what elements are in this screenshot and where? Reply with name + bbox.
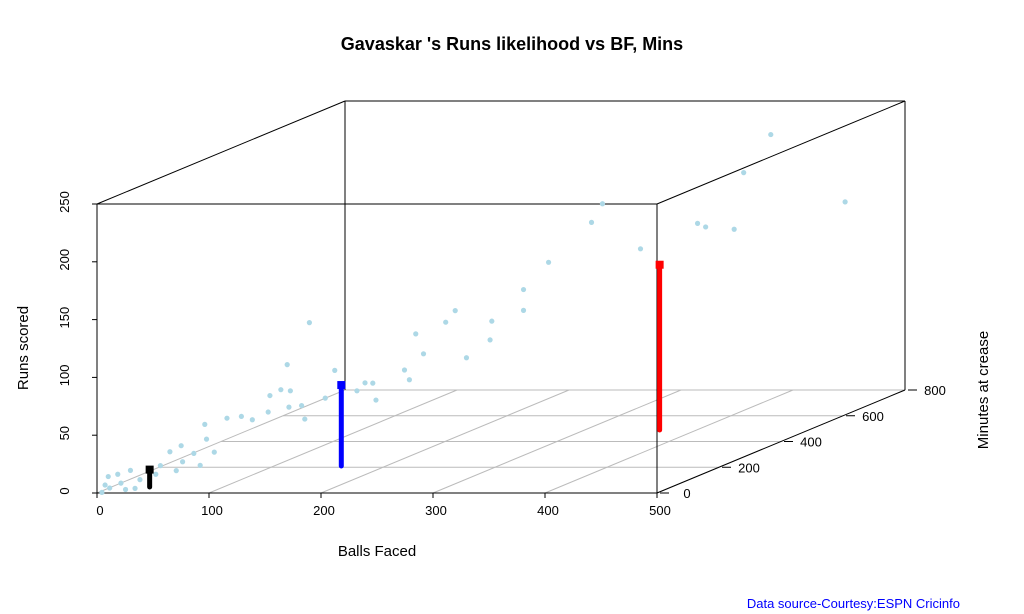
y-tick-label: 0 <box>57 487 72 494</box>
point <box>118 480 124 486</box>
x-axis-label: Balls Faced <box>338 543 416 560</box>
point <box>842 199 848 205</box>
box-edge <box>656 389 906 494</box>
stem-marker <box>655 260 664 269</box>
point <box>401 367 408 373</box>
y-tick-label: 100 <box>57 365 72 387</box>
point <box>115 471 121 477</box>
point <box>249 417 255 423</box>
point <box>322 395 328 401</box>
point <box>179 459 186 465</box>
x-tick-label: 200 <box>313 503 335 518</box>
point <box>191 450 197 457</box>
point <box>284 362 290 368</box>
point <box>137 477 143 483</box>
point <box>157 463 163 469</box>
chart-title: Gavaskar 's Runs likelihood vs BF, Mins <box>341 34 683 54</box>
stem-marker <box>337 381 346 390</box>
grid-line <box>208 389 458 494</box>
x-tick-label: 100 <box>201 503 223 518</box>
y-tick-label: 200 <box>57 249 72 271</box>
point <box>278 387 284 393</box>
point <box>105 473 111 480</box>
grid-line <box>320 389 570 494</box>
box-edge <box>656 100 906 205</box>
point <box>373 397 379 403</box>
box-edge <box>96 100 346 205</box>
z-tick-label: 600 <box>862 409 884 424</box>
point <box>703 224 709 230</box>
point <box>694 220 701 226</box>
point <box>406 377 412 383</box>
z-tick-label: 0 <box>683 486 690 501</box>
stem-marker <box>145 465 154 474</box>
source-note: Data source-Courtesy:ESPN Cricinfo <box>747 596 960 611</box>
point <box>265 409 271 415</box>
point <box>545 259 552 265</box>
y-axis-label: Runs scored <box>15 306 32 390</box>
point <box>452 308 458 314</box>
point <box>287 388 293 394</box>
point <box>520 307 527 313</box>
point <box>211 449 217 455</box>
y-tick-label: 50 <box>57 426 72 440</box>
point <box>127 467 134 473</box>
point <box>413 331 419 337</box>
point <box>203 436 210 442</box>
z-tick-label: 800 <box>924 383 946 398</box>
point <box>238 413 244 420</box>
z-tick-label: 200 <box>738 460 760 475</box>
point <box>299 402 305 409</box>
point <box>741 170 747 176</box>
y-tick-label: 250 <box>57 191 72 213</box>
z-tick-label: 400 <box>800 435 822 450</box>
point <box>354 388 360 394</box>
x-tick-label: 300 <box>425 503 447 518</box>
point <box>588 219 595 225</box>
point <box>167 449 173 455</box>
point <box>306 320 312 326</box>
point <box>332 367 338 373</box>
point <box>122 486 129 493</box>
point <box>286 404 292 410</box>
point <box>267 392 273 399</box>
point <box>420 351 427 357</box>
grid-line <box>544 389 794 494</box>
point <box>197 462 203 468</box>
point <box>731 226 737 232</box>
point <box>599 201 606 207</box>
point <box>202 421 208 427</box>
point <box>463 355 470 361</box>
point <box>362 380 368 386</box>
z-axis-label: Minutes at crease <box>975 331 992 449</box>
point <box>302 416 308 422</box>
y-tick-label: 150 <box>57 307 72 329</box>
point <box>107 485 113 491</box>
point <box>443 319 449 325</box>
point <box>637 246 644 252</box>
point <box>370 380 376 386</box>
grid-line <box>432 389 682 494</box>
point <box>173 468 179 474</box>
x-tick-label: 400 <box>537 503 559 518</box>
point <box>487 337 493 343</box>
point <box>153 471 159 477</box>
point <box>102 482 108 488</box>
x-tick-label: 0 <box>96 503 103 518</box>
point <box>224 415 230 421</box>
point <box>520 286 527 293</box>
point <box>768 131 774 138</box>
point <box>178 443 184 449</box>
point <box>99 489 105 495</box>
point <box>489 318 495 324</box>
x-tick-label: 500 <box>649 503 671 518</box>
point <box>132 485 138 491</box>
